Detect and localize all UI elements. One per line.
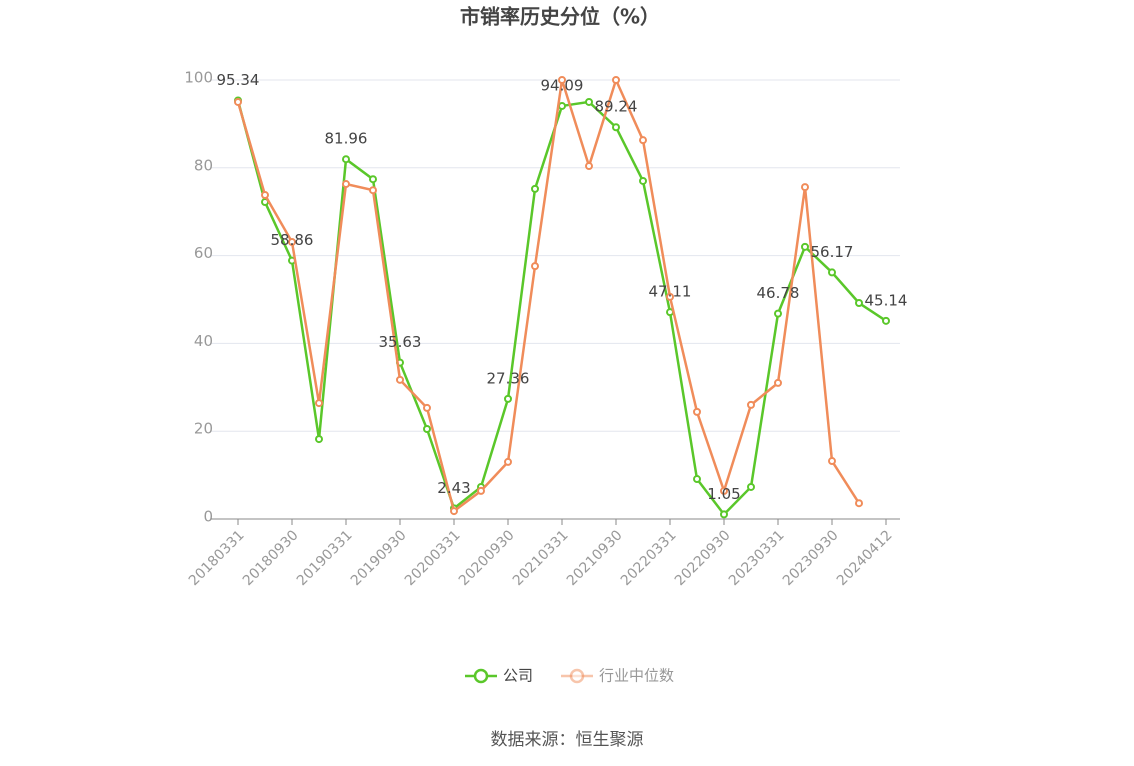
x-tick-label: 20210331 — [510, 527, 572, 589]
data-label: 2.43 — [437, 479, 470, 497]
data-label: 95.34 — [217, 71, 260, 89]
point — [342, 180, 350, 189]
data-label: 27.36 — [487, 369, 530, 387]
point — [558, 76, 566, 84]
y-tick-label: 0 — [203, 508, 213, 526]
series-line — [236, 76, 861, 514]
y-tick-label: 80 — [194, 156, 213, 174]
data-label: 58.86 — [271, 231, 314, 249]
point — [261, 191, 269, 200]
legend-marker — [473, 668, 489, 684]
x-tick-label: 20180930 — [240, 527, 302, 589]
x-tick-label: 20220930 — [672, 527, 734, 589]
legend-label: 公司 — [503, 667, 533, 685]
point — [828, 268, 836, 277]
data-label: 35.63 — [379, 333, 422, 351]
point — [315, 399, 323, 408]
point — [801, 183, 809, 192]
point — [639, 176, 647, 185]
point — [612, 123, 620, 132]
point — [315, 435, 323, 444]
data-label: 45.14 — [865, 291, 908, 309]
point — [531, 262, 539, 271]
point — [693, 475, 701, 484]
point — [585, 162, 593, 171]
x-tick-label: 20190930 — [348, 527, 410, 589]
point — [666, 292, 674, 301]
data-label: 94.09 — [541, 76, 584, 94]
x-tick-label: 20240412 — [834, 527, 896, 589]
x-tick-label: 20220331 — [618, 527, 680, 589]
point — [774, 309, 782, 318]
chart-title: 市销率历史分位（%） — [460, 5, 660, 29]
x-tick-label: 20200930 — [456, 527, 518, 589]
point — [639, 136, 647, 145]
point — [234, 97, 242, 106]
point — [774, 378, 782, 387]
point — [423, 425, 431, 434]
point — [450, 507, 458, 516]
x-tick-label: 20230331 — [726, 527, 788, 589]
point — [612, 76, 620, 84]
x-tick-label: 20230930 — [780, 527, 842, 589]
data-label: 81.96 — [325, 130, 368, 148]
y-tick-label: 40 — [194, 332, 213, 350]
y-tick-label: 60 — [194, 244, 213, 262]
point — [396, 375, 404, 384]
data-label: 89.24 — [595, 98, 638, 116]
point — [747, 400, 755, 409]
point — [882, 316, 890, 325]
point — [342, 155, 350, 164]
point — [828, 457, 836, 466]
point — [504, 457, 512, 466]
x-tick-label: 20200331 — [402, 527, 464, 589]
x-tick-label: 20180331 — [186, 527, 248, 589]
point — [720, 510, 728, 519]
point — [720, 486, 728, 495]
legend-marker — [569, 668, 585, 684]
point — [855, 299, 863, 308]
point — [693, 407, 701, 416]
y-tick-label: 100 — [184, 69, 213, 87]
data-label: 46.78 — [757, 284, 800, 302]
point — [585, 97, 593, 106]
point — [855, 499, 863, 508]
point — [369, 186, 377, 195]
point — [504, 394, 512, 403]
point — [288, 237, 296, 246]
x-tick-label: 20210930 — [564, 527, 626, 589]
data-label: 1.05 — [707, 485, 740, 503]
point — [747, 482, 755, 491]
y-tick-label: 20 — [194, 420, 213, 438]
data-label: 56.17 — [811, 243, 854, 261]
data-label: 47.11 — [649, 283, 692, 301]
point — [801, 242, 809, 251]
source: 数据来源：恒生聚源 — [491, 730, 644, 750]
point — [369, 175, 377, 184]
point — [531, 184, 539, 193]
point — [477, 486, 485, 495]
x-tick-label: 20190331 — [294, 527, 356, 589]
point — [423, 403, 431, 412]
point — [558, 101, 566, 110]
legend-label: 行业中位数 — [599, 667, 674, 685]
